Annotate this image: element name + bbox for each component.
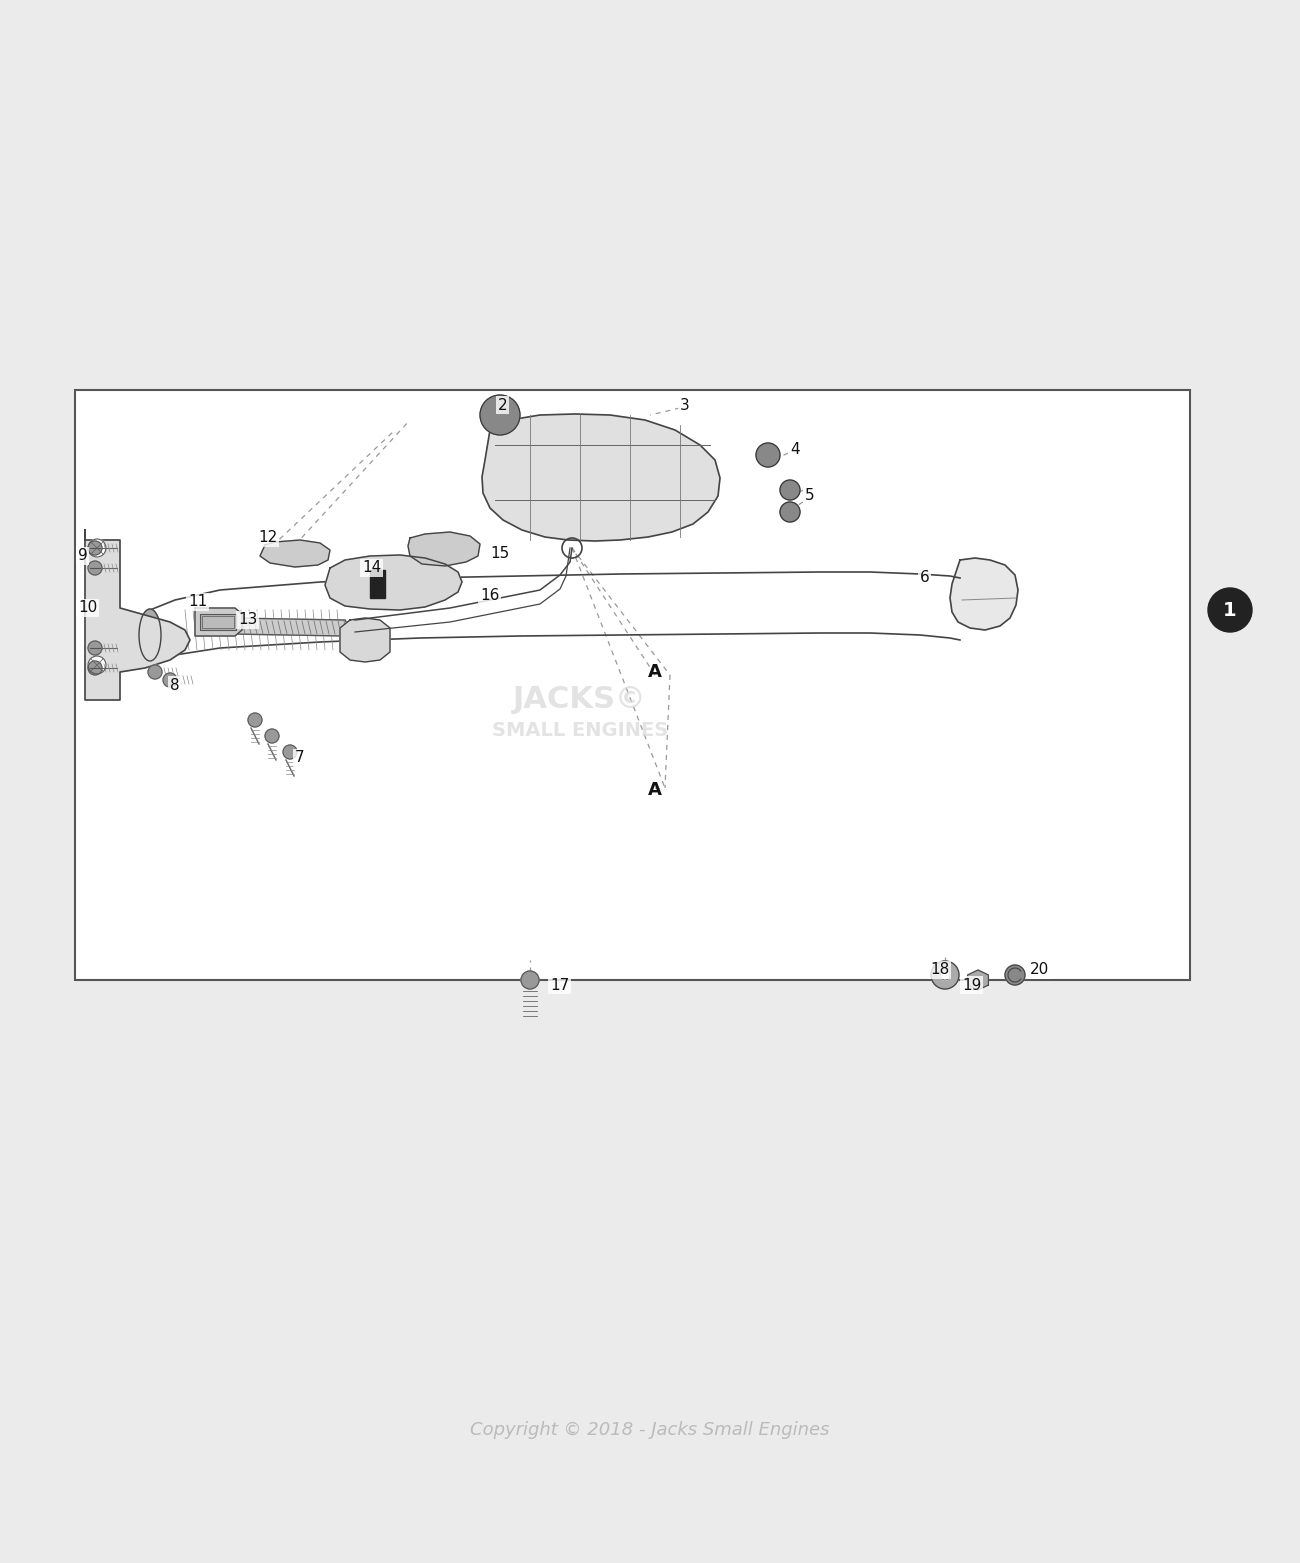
Circle shape xyxy=(1208,588,1252,631)
Text: A: A xyxy=(649,782,662,799)
Polygon shape xyxy=(325,555,462,610)
Circle shape xyxy=(931,961,959,989)
Circle shape xyxy=(88,539,107,556)
Circle shape xyxy=(780,480,800,500)
Circle shape xyxy=(480,395,520,435)
Text: 4: 4 xyxy=(790,442,800,458)
Circle shape xyxy=(283,746,296,760)
Text: 20: 20 xyxy=(1030,963,1049,977)
Text: SMALL ENGINES: SMALL ENGINES xyxy=(491,721,668,739)
Text: 9: 9 xyxy=(78,549,88,564)
Bar xyxy=(202,616,234,628)
Circle shape xyxy=(521,971,540,989)
Polygon shape xyxy=(341,617,390,663)
Text: 11: 11 xyxy=(188,594,207,610)
Text: A: A xyxy=(649,663,662,681)
Circle shape xyxy=(88,641,101,655)
Polygon shape xyxy=(408,531,480,566)
Text: 1: 1 xyxy=(1223,600,1236,619)
Text: 10: 10 xyxy=(78,600,98,616)
Text: 12: 12 xyxy=(257,530,277,545)
Text: 19: 19 xyxy=(962,977,982,993)
Polygon shape xyxy=(482,414,720,541)
Text: 17: 17 xyxy=(550,977,569,993)
Circle shape xyxy=(940,971,950,980)
Circle shape xyxy=(265,728,280,742)
Ellipse shape xyxy=(139,610,161,661)
Circle shape xyxy=(248,713,263,727)
Bar xyxy=(202,616,234,628)
Bar xyxy=(75,391,1190,980)
Text: 5: 5 xyxy=(805,489,815,503)
Circle shape xyxy=(88,661,101,675)
Text: Copyright © 2018 - Jacks Small Engines: Copyright © 2018 - Jacks Small Engines xyxy=(471,1421,829,1440)
Polygon shape xyxy=(967,971,988,989)
Text: 18: 18 xyxy=(930,963,949,977)
Circle shape xyxy=(148,664,162,678)
Text: 15: 15 xyxy=(490,547,510,561)
Text: 2: 2 xyxy=(498,397,507,413)
Text: 7: 7 xyxy=(295,750,304,766)
Circle shape xyxy=(88,541,101,555)
Polygon shape xyxy=(260,539,330,567)
Polygon shape xyxy=(195,608,242,636)
Circle shape xyxy=(88,656,107,674)
Polygon shape xyxy=(225,617,350,636)
Polygon shape xyxy=(200,614,237,630)
Text: JACKS©: JACKS© xyxy=(514,686,647,714)
Circle shape xyxy=(162,674,177,688)
Text: 14: 14 xyxy=(361,561,381,575)
Text: 6: 6 xyxy=(920,570,930,586)
Circle shape xyxy=(1005,964,1024,985)
Circle shape xyxy=(757,442,780,467)
Bar xyxy=(370,570,385,599)
Polygon shape xyxy=(950,558,1018,630)
Polygon shape xyxy=(84,530,190,700)
Text: 13: 13 xyxy=(238,613,257,627)
Circle shape xyxy=(88,561,101,575)
Text: 3: 3 xyxy=(680,397,690,413)
Text: 8: 8 xyxy=(170,677,179,692)
Circle shape xyxy=(780,502,800,522)
Text: 16: 16 xyxy=(480,588,499,602)
